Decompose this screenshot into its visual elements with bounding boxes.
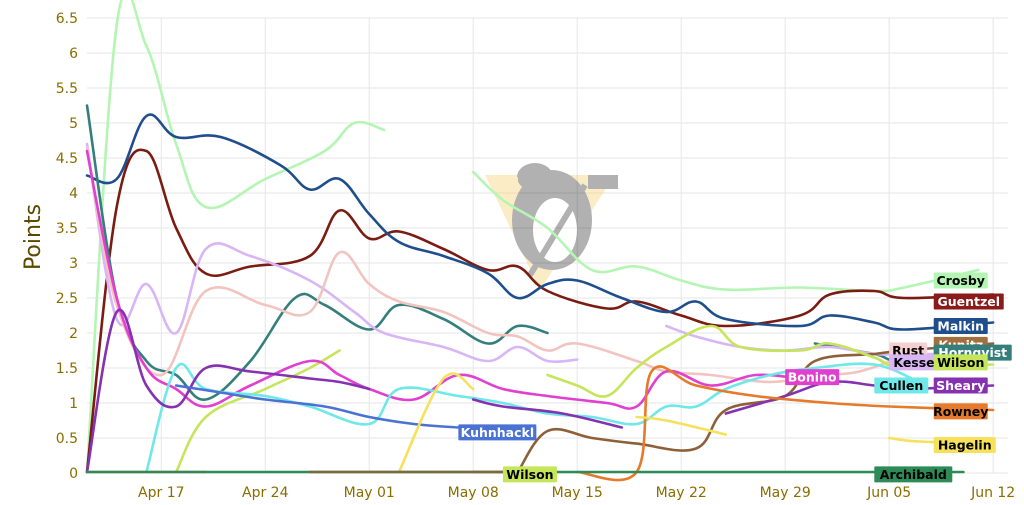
series-line-wilson (546, 324, 995, 398)
series-line-bonino (85, 149, 802, 410)
series-line-guentzel (85, 148, 995, 474)
label-text: Malkin (937, 319, 984, 334)
label-text: Crosby (936, 273, 984, 288)
series-line-kuhnhackl (174, 384, 460, 429)
label-malkin: Malkin (933, 318, 988, 334)
series-line-wilson (174, 349, 341, 474)
y-tick-label: 5.5 (56, 81, 78, 97)
series-line-kunitz (516, 342, 995, 474)
series-line-sheary (471, 398, 624, 429)
label-sheary: Sheary (933, 377, 988, 394)
y-tick-label: 2.5 (56, 291, 78, 307)
label-box (933, 403, 988, 420)
x-tick-label: Jun 12 (970, 485, 1015, 501)
label-text: Bonino (788, 370, 837, 385)
label-text: Archibald (880, 467, 947, 482)
y-tick-label: 3 (69, 256, 78, 272)
label-box (933, 377, 988, 394)
series-line-rowney (575, 365, 995, 482)
label-cullen: Cullen (874, 377, 929, 394)
series-line-hagelin (397, 372, 475, 474)
y-tick-label: 6.5 (56, 11, 78, 27)
label-box (933, 437, 996, 453)
label-box (933, 318, 988, 334)
label-archibald: Archibald (874, 466, 953, 483)
label-crosby: Crosby (933, 272, 988, 289)
label-guentzel: Guentzel (933, 293, 1004, 310)
y-tick-label: 1 (69, 396, 78, 412)
y-tick-label: 0 (69, 466, 78, 482)
label-text: Wilson (937, 355, 984, 370)
x-tick-label: May 22 (656, 485, 707, 501)
x-tick-label: May 15 (552, 485, 603, 501)
label-box (874, 377, 929, 394)
label-kessel: Kessel (889, 354, 944, 371)
label-box (874, 466, 953, 483)
series-line-hornqvist (85, 104, 549, 401)
label-text: Rust (892, 343, 924, 358)
label-text: Guentzel (937, 294, 1000, 309)
label-box (502, 466, 557, 483)
label-text: Cullen (879, 378, 923, 393)
label-box (933, 272, 988, 289)
label-text: Rowney (933, 404, 988, 419)
label-text: Kuhnhackl (461, 425, 535, 440)
label-rowney: Rowney (933, 403, 988, 420)
label-box (933, 293, 1004, 310)
label-box (785, 369, 840, 386)
y-tick-label: 4 (69, 186, 78, 202)
label-layer: CrosbyGuentzelMalkinKunitzRustHornqvistK… (458, 272, 1012, 483)
x-tick-label: Apr 17 (138, 485, 184, 501)
label-box (889, 354, 944, 371)
y-tick-label: 0.5 (56, 431, 78, 447)
label-kuhnhackl: Kuhnhackl (458, 424, 537, 441)
y-tick-label: 1.5 (56, 361, 78, 377)
label-box (933, 354, 988, 371)
grid-layer (87, 17, 1008, 474)
label-wilson: Wilson (502, 466, 557, 483)
label-bonino: Bonino (785, 369, 840, 386)
series-line-sheary (85, 308, 371, 474)
y-axis-label: Points (21, 204, 46, 270)
label-wilson: Wilson (933, 354, 988, 371)
y-tick-label: 2 (69, 326, 78, 342)
axis-layer: 0 0.5 1 1.5 2 2.5 3 3.5 4 4.5 5 5.5 6 6.5 Apr 17 Apr 24… (56, 11, 1015, 501)
label-box (458, 424, 537, 441)
x-tick-label: May 29 (760, 485, 811, 501)
y-tick-label: 5 (69, 116, 78, 132)
label-text: Kessel (893, 355, 939, 370)
series-layer (85, 0, 995, 482)
series-line-malkin (85, 113, 995, 331)
y-tick-label: 6 (69, 46, 78, 62)
series-line-crosby (471, 170, 980, 293)
series-line-cullen (145, 362, 921, 474)
label-text: Hagelin (938, 438, 992, 453)
series-line-hagelin (635, 415, 728, 436)
x-tick-label: Apr 24 (242, 485, 289, 501)
y-tick-label: 3.5 (56, 221, 78, 237)
x-tick-label: Jun 05 (866, 485, 911, 501)
series-line-crosby (85, 0, 386, 474)
series-line-kessel (85, 142, 579, 364)
y-tick-label: 4.5 (56, 151, 78, 167)
x-tick-label: May 01 (344, 485, 395, 501)
x-tick-label: May 08 (448, 485, 499, 501)
label-text: Wilson (506, 467, 553, 482)
label-hagelin: Hagelin (933, 437, 996, 453)
label-text: Sheary (936, 378, 985, 393)
